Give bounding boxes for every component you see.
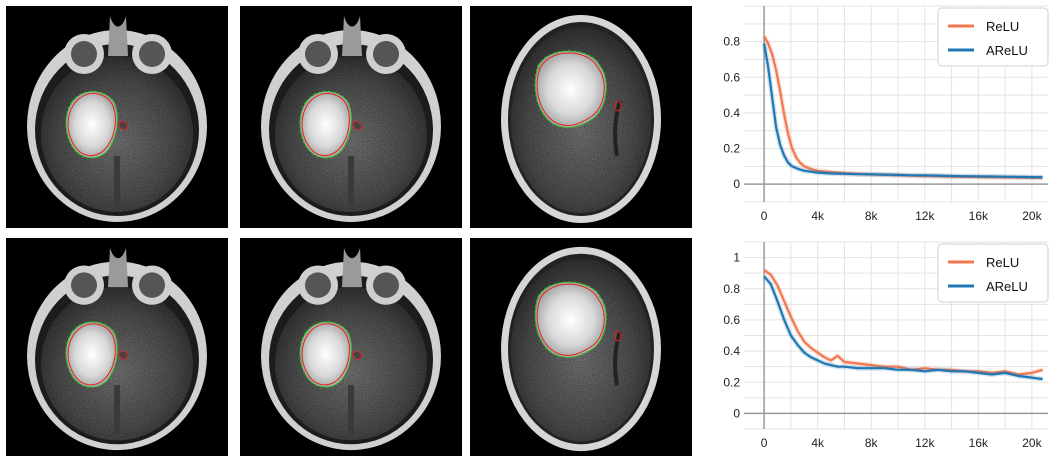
series-line-relu bbox=[763, 269, 1043, 376]
ground-truth-contour bbox=[534, 50, 607, 129]
legend-label-relu: ReLU bbox=[986, 255, 1019, 270]
y-tick-label: 0 bbox=[733, 177, 740, 191]
mri-scan-row1-col1 bbox=[6, 6, 228, 228]
mri-image bbox=[501, 246, 661, 452]
y-tick-label: 0.6 bbox=[723, 313, 740, 327]
tumor-region bbox=[66, 321, 118, 388]
y-tick-label: 1 bbox=[733, 251, 740, 265]
legend-label-relu: ReLU bbox=[986, 19, 1019, 34]
loss-chart-top: 0 4k 8k 12k 16k 20k 0 0.2 0.4 0.6 0.8 ReLU AReLU bbox=[700, 0, 1056, 232]
x-tick-label: 8k bbox=[865, 436, 879, 450]
legend-label-arelu: AReLU bbox=[986, 43, 1028, 58]
mri-scan-row2-col1 bbox=[6, 238, 228, 456]
prediction-contour bbox=[67, 93, 116, 156]
x-tick-label: 4k bbox=[811, 436, 825, 450]
prediction-contour bbox=[536, 52, 605, 127]
prediction-contour bbox=[67, 323, 116, 386]
mri-scan-row1-col3 bbox=[470, 6, 692, 228]
x-tick-label: 16k bbox=[969, 209, 989, 223]
mri-scan-row1-col2 bbox=[240, 6, 462, 228]
series-line-arelu bbox=[763, 43, 1043, 179]
x-tick-label: 4k bbox=[811, 209, 825, 223]
y-tick-label: 0 bbox=[733, 406, 740, 420]
x-tick-label: 16k bbox=[969, 436, 989, 450]
ground-truth-contour bbox=[299, 321, 353, 388]
x-tick-label: 0 bbox=[761, 436, 768, 450]
mri-scan-row2-col3 bbox=[470, 238, 692, 456]
ground-truth-contour bbox=[65, 321, 119, 388]
y-tick-label: 0.2 bbox=[723, 142, 740, 156]
tumor-region bbox=[300, 91, 352, 158]
mri-image bbox=[27, 247, 207, 451]
mri-image bbox=[27, 16, 207, 222]
prediction-contour bbox=[301, 93, 350, 156]
tumor-region bbox=[535, 282, 607, 358]
mri-scan-row2-col2 bbox=[240, 238, 462, 456]
ground-truth-contour bbox=[65, 90, 119, 159]
legend: ReLU AReLU bbox=[937, 243, 1049, 303]
y-tick-label: 0.4 bbox=[723, 106, 740, 120]
tumor-region bbox=[535, 50, 607, 128]
mri-image bbox=[261, 16, 441, 222]
mri-image bbox=[501, 15, 661, 223]
y-tick-label: 0.6 bbox=[723, 70, 740, 84]
ground-truth-contour bbox=[534, 281, 607, 359]
x-tick-label: 12k bbox=[915, 436, 935, 450]
y-tick-label: 0.8 bbox=[723, 35, 740, 49]
prediction-contour bbox=[536, 283, 605, 356]
x-tick-label: 20k bbox=[1022, 209, 1042, 223]
mri-image bbox=[261, 247, 441, 451]
tumor-region bbox=[300, 321, 352, 388]
y-tick-label: 0.2 bbox=[723, 375, 740, 389]
y-tick-label: 0.8 bbox=[723, 282, 740, 296]
x-tick-label: 8k bbox=[865, 209, 879, 223]
x-tick-label: 20k bbox=[1022, 436, 1042, 450]
loss-chart-bottom: 0 4k 8k 12k 16k 20k 0 0.2 0.4 0.6 0.8 1 ReLU AReLU bbox=[700, 236, 1056, 459]
ground-truth-contour bbox=[299, 90, 353, 159]
legend-label-arelu: AReLU bbox=[986, 279, 1028, 294]
tumor-region bbox=[66, 91, 118, 158]
legend: ReLU AReLU bbox=[937, 7, 1049, 67]
x-tick-label: 0 bbox=[761, 209, 768, 223]
prediction-contour bbox=[301, 323, 350, 386]
y-tick-label: 0.4 bbox=[723, 344, 740, 358]
series-line-arelu bbox=[763, 275, 1043, 381]
x-tick-label: 12k bbox=[915, 209, 935, 223]
